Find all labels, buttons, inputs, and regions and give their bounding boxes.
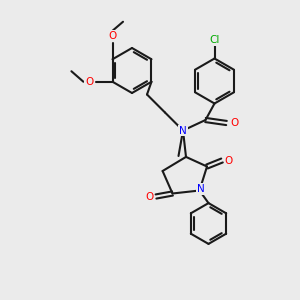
- Text: O: O: [85, 77, 94, 87]
- Text: Cl: Cl: [209, 35, 220, 45]
- Text: O: O: [224, 155, 233, 166]
- Text: O: O: [108, 31, 117, 41]
- Text: O: O: [145, 191, 154, 202]
- Text: N: N: [197, 184, 205, 194]
- Text: O: O: [230, 118, 238, 128]
- Text: N: N: [179, 125, 187, 136]
